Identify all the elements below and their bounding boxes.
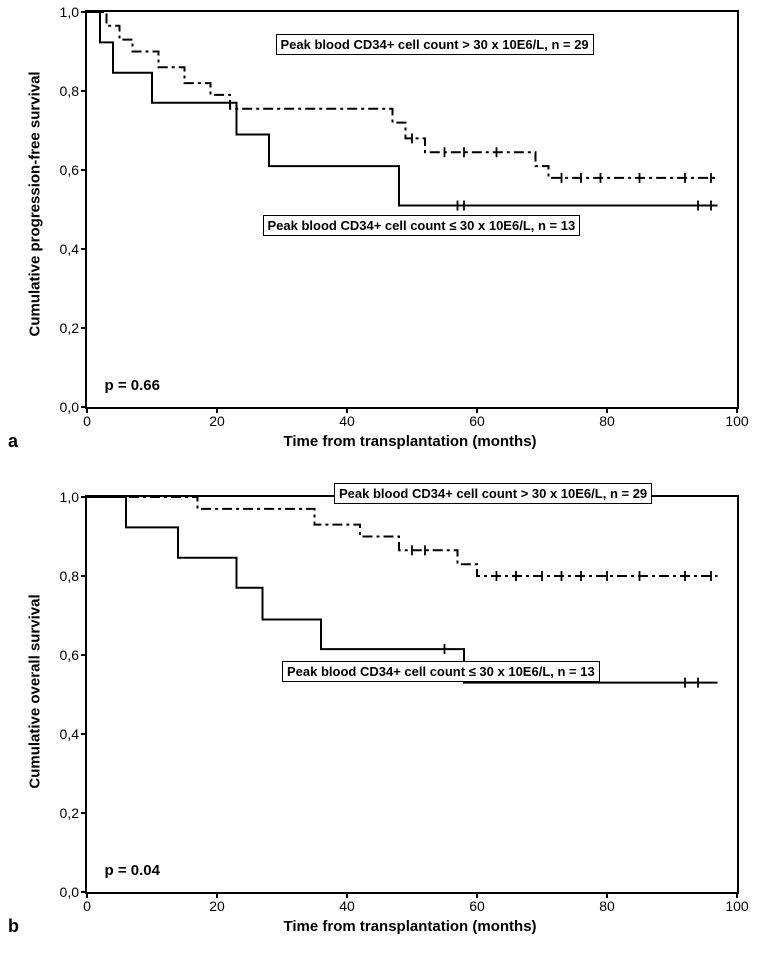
ytick-label: 0,6 [60,162,79,178]
xtick-label: 60 [469,413,485,429]
ytick-label: 0,0 [60,399,79,415]
series-label-low: Peak blood CD34+ cell count ≤ 30 x 10E6/… [282,661,600,682]
xtick-label: 80 [599,898,615,914]
xtick-label: 60 [469,898,485,914]
x-axis-label: Time from transplantation (months) [283,918,536,935]
survival-curves [87,497,737,892]
ytick-label: 1,0 [60,489,79,505]
panel-a: 0,0 0,2 0,4 0,6 0,8 1,0 0 20 40 60 80 100 Peak blood… [0,0,781,470]
survival-curve-low [87,497,718,683]
xtick-label: 20 [209,898,225,914]
series-label-high: Peak blood CD34+ cell count > 30 x 10E6/… [334,483,652,504]
ytick-label: 1,0 [60,4,79,20]
plot-area: 0,00,20,40,60,81,0020406080100Peak blood… [85,10,739,409]
ytick-label: 0,2 [60,320,79,336]
xtick-label: 40 [339,413,355,429]
survival-curve-high [87,497,718,576]
ytick-label: 0,8 [60,83,79,99]
ytick-label: 0,8 [60,568,79,584]
xtick-label: 20 [209,413,225,429]
ytick-label: 0,0 [60,884,79,900]
ytick-label: 0,4 [60,241,79,257]
xtick-label: 100 [725,413,748,429]
survival-curves [87,12,737,407]
xtick-label: 100 [725,898,748,914]
panel-letter: a [8,431,18,452]
xtick-label: 0 [83,413,91,429]
x-axis-label: Time from transplantation (months) [283,433,536,450]
xtick-label: 80 [599,413,615,429]
panel-letter: b [8,916,19,937]
figure-container: 0,0 0,2 0,4 0,6 0,8 1,0 0 20 40 60 80 100 Peak blood… [0,0,781,953]
series-label-high: Peak blood CD34+ cell count > 30 x 10E6/… [276,34,594,55]
p-value-text: p = 0.66 [105,377,160,394]
xtick-label: 0 [83,898,91,914]
xtick-label: 40 [339,898,355,914]
y-axis-label: Cumulative overall survival [27,561,44,821]
ytick-label: 0,4 [60,726,79,742]
p-value-text: p = 0.04 [105,862,160,879]
y-axis-label: Cumulative progression-free survival [27,76,44,336]
series-label-low: Peak blood CD34+ cell count ≤ 30 x 10E6/… [263,215,581,236]
panel-b: 0,0 0,2 0,4 0,6 0,8 1,0 0 20 40 60 80 100 Peak blood… [0,485,781,955]
ytick-label: 0,2 [60,805,79,821]
ytick-label: 0,6 [60,647,79,663]
plot-area: 0,00,20,40,60,81,0020406080100Peak blood… [85,495,739,894]
